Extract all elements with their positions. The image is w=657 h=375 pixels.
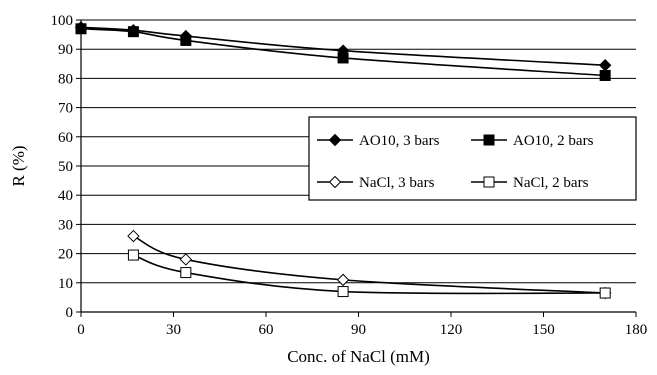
legend-marker-2 [483,134,495,146]
x-tick-label-90: 90 [351,322,366,338]
series-4-point-4 [599,287,611,299]
y-axis-title: R (%) [9,145,28,186]
y-tick-label-60: 60 [58,130,73,146]
series-4-point-2 [180,267,192,279]
legend: AO10, 3 bars AO10, 2 bars NaCl, 3 bars NaCl… [308,116,637,201]
x-tick-label-180: 180 [625,322,648,338]
legend-box [308,116,637,201]
y-tick-label-30: 30 [58,217,73,233]
x-tick-label-0: 0 [77,322,85,338]
legend-label-4: NaCl, 2 bars [513,175,589,191]
legend-item-1: AO10, 3 bars [317,133,440,149]
series-1-point-5 [598,59,612,72]
x-tick-label-30: 30 [166,322,181,338]
x-tick-label-150: 150 [532,322,555,338]
axis-layer: 0 10 20 30 40 50 60 70 80 90 100 0 30 60 90 120 150 180 [51,13,648,338]
series-3 [127,229,612,300]
x-tick-label-120: 120 [440,322,463,338]
x-axis-title: Conc. of NaCl (mM) [287,347,430,366]
legend-item-3: NaCl, 3 bars [317,175,435,191]
y-tick-label-20: 20 [58,247,73,263]
series-2-point-3 [180,34,192,46]
legend-item-4: NaCl, 2 bars [471,175,589,191]
legend-item-2: AO10, 2 bars [471,133,594,149]
legend-marker-4 [483,176,495,188]
legend-marker-3 [328,175,342,189]
series-4-line [133,254,606,295]
y-tick-label-100: 100 [51,13,74,29]
series-2-point-1 [75,23,87,35]
legend-label-3: NaCl, 3 bars [359,175,435,191]
y-tick-label-80: 80 [58,71,73,87]
legend-label-1: AO10, 3 bars [359,133,440,149]
series-3-line [133,235,606,294]
series-layer [74,21,612,300]
y-tick-label-70: 70 [58,101,73,117]
series-2-point-2 [127,26,139,38]
series-3-point-1 [127,229,140,243]
y-tick-label-0: 0 [66,305,74,321]
series-2 [75,23,611,81]
series-3-point-3 [336,273,350,287]
x-tick-label-60: 60 [259,322,274,338]
series-4-point-3 [337,286,349,298]
series-2-point-5 [599,69,611,81]
y-tick-label-40: 40 [58,188,73,204]
y-tick-label-10: 10 [58,276,73,292]
legend-marker-1 [328,133,342,147]
series-2-point-4 [337,52,349,64]
y-tick-label-50: 50 [58,159,73,175]
series-3-point-2 [179,253,193,266]
legend-label-2: AO10, 2 bars [513,133,594,149]
series-4 [127,249,611,299]
y-tick-label-90: 90 [58,42,73,58]
series-4-point-1 [127,249,139,261]
